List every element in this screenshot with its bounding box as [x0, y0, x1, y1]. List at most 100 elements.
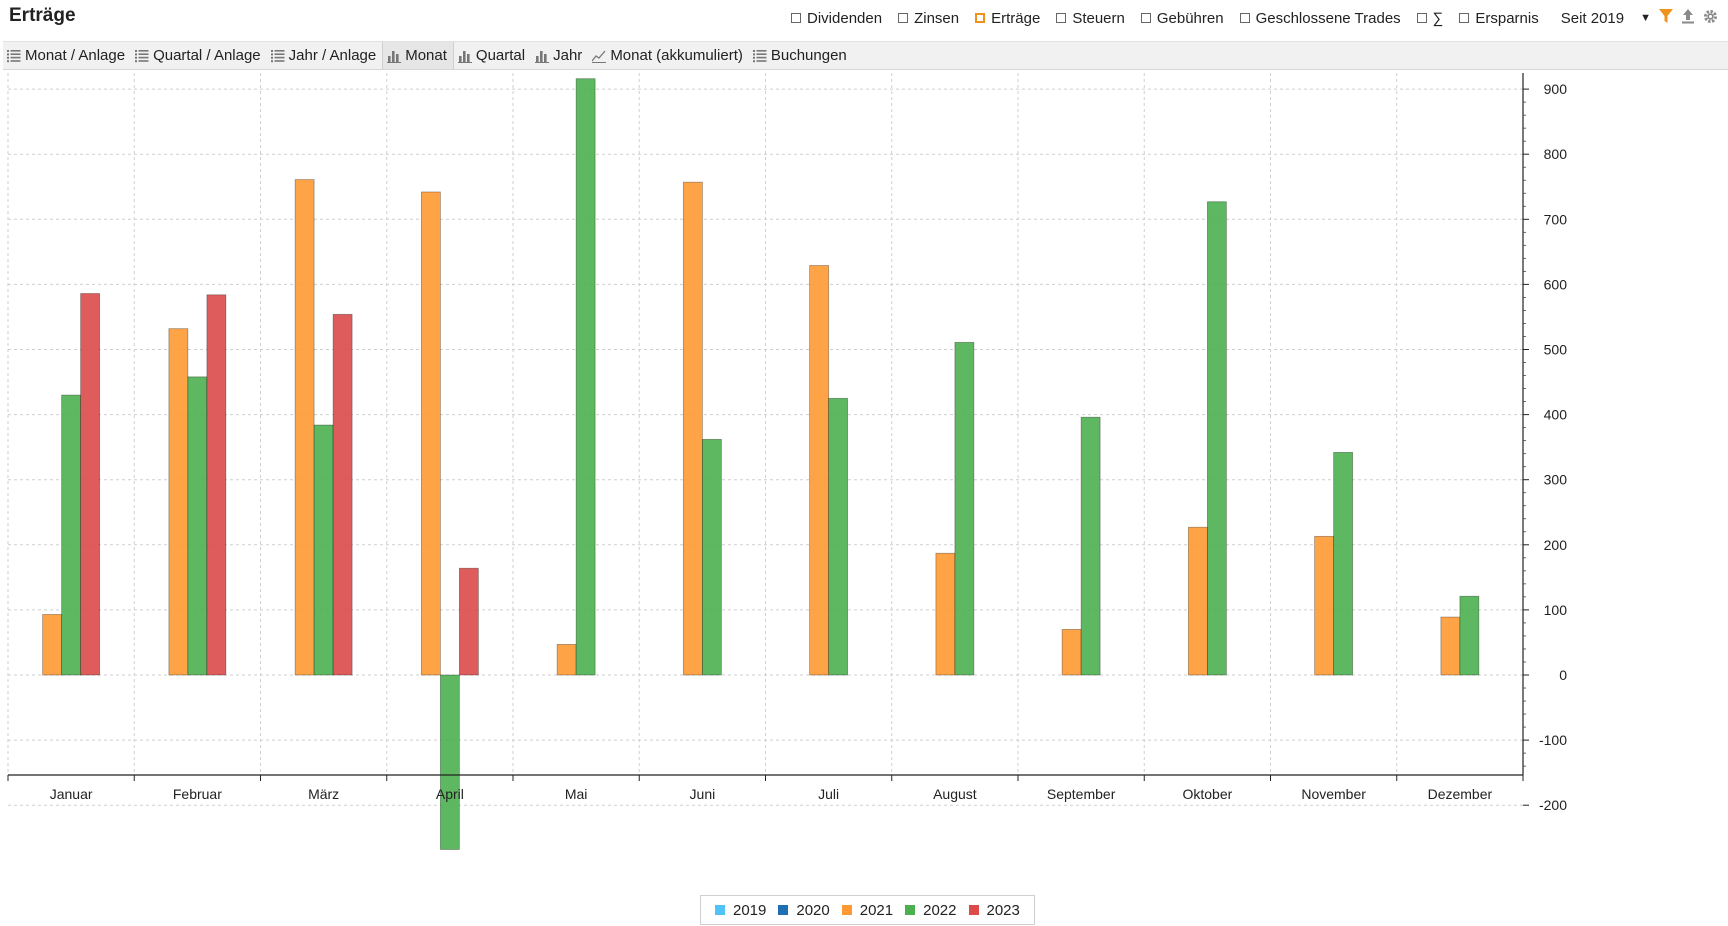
filter-zinsen[interactable]: Zinsen	[898, 10, 959, 27]
list-icon	[135, 49, 149, 62]
checkbox-icon[interactable]	[1239, 13, 1250, 23]
bar-2022-juni	[701, 438, 722, 676]
y-tick-label: 200	[1544, 537, 1568, 553]
bar-2021-juni	[682, 181, 703, 676]
legend-swatch	[841, 905, 852, 915]
bar-2022-märz	[313, 424, 334, 676]
filter-steuern[interactable]: Steuern	[1056, 10, 1125, 27]
checkbox-icon[interactable]	[791, 13, 802, 23]
view-tabs: Monat / Anlage Quartal / Anlage Jahr / Anl…	[3, 41, 1728, 70]
legend-item-2020[interactable]: 2020	[778, 901, 830, 919]
y-tick-label: 700	[1544, 211, 1568, 227]
bar-2022-mai	[575, 78, 596, 676]
export-icon[interactable]	[1681, 8, 1695, 28]
tab-label: Monat / Anlage	[25, 47, 126, 64]
x-tick-label: September	[1047, 786, 1116, 802]
y-tick-label: 0	[1559, 667, 1567, 683]
tab-monat-akkumuliert[interactable]: Monat (akkumuliert)	[588, 42, 749, 69]
bar-2023-märz	[332, 313, 353, 676]
filter-toolbar: Dividenden Zinsen Erträge Steuern Gebühr…	[775, 7, 1718, 29]
filter-label: Ersparnis	[1475, 9, 1539, 27]
bar-2022-august	[954, 341, 975, 676]
gear-icon[interactable]	[1703, 9, 1718, 28]
list-icon	[270, 49, 285, 62]
x-tick-label: April	[436, 786, 464, 802]
tab-label: Jahr / Anlage	[288, 47, 377, 64]
legend-label: 2022	[923, 901, 957, 919]
legend-swatch	[968, 905, 979, 915]
bar-2021-april	[420, 191, 441, 676]
legend-item-2021[interactable]: 2021	[841, 902, 893, 919]
x-tick-label: Mai	[565, 786, 588, 802]
x-tick-label: März	[308, 786, 339, 802]
tab-monat[interactable]: Monat	[382, 42, 454, 69]
y-tick-label: 800	[1544, 146, 1568, 162]
tab-jahr[interactable]: Jahr	[531, 42, 588, 69]
filter-ertraege[interactable]: Erträge	[975, 10, 1040, 27]
checkbox-icon[interactable]	[1056, 13, 1067, 23]
y-tick-label: 900	[1544, 81, 1568, 97]
legend-label: 2019	[733, 901, 767, 919]
tab-label: Quartal / Anlage	[153, 47, 261, 64]
legend-swatch	[715, 905, 725, 915]
bar-2022-november	[1333, 451, 1354, 676]
bar-2022-september	[1080, 416, 1101, 676]
tab-label: Jahr	[553, 47, 583, 64]
filter-label: Geschlossene Trades	[1255, 9, 1401, 27]
filter-gebuehren[interactable]: Gebühren	[1140, 9, 1224, 27]
bar-2022-januar	[61, 394, 82, 676]
y-tick-label: 400	[1544, 407, 1568, 423]
tab-jahr-anlage[interactable]: Jahr / Anlage	[267, 42, 383, 69]
tab-quartal[interactable]: Quartal	[454, 42, 531, 69]
period-label: Seit 2019	[1560, 9, 1625, 27]
x-tick-label: Juli	[818, 786, 839, 802]
bar-2022-oktober	[1206, 201, 1227, 676]
legend-item-2019[interactable]: 2019	[715, 902, 766, 919]
bar-2021-september	[1061, 629, 1082, 676]
bar-2021-februar	[168, 328, 189, 676]
filter-label: Erträge	[991, 9, 1041, 27]
income-bar-chart: Januar Februar März April Mai Juni Juli August S…	[7, 73, 1568, 850]
checkbox-checked-icon[interactable]	[975, 13, 986, 23]
legend-label: 2020	[796, 901, 830, 919]
bar-2021-oktober	[1187, 526, 1208, 676]
filter-sum[interactable]: ∑	[1416, 10, 1443, 27]
chart-legend: 2019 2020 2021 2022 2023	[700, 895, 1035, 925]
x-tick-label: Oktober	[1182, 786, 1232, 802]
checkbox-icon[interactable]	[1459, 13, 1470, 23]
bar-2021-november	[1314, 535, 1335, 676]
tab-buchungen[interactable]: Buchungen	[749, 42, 853, 69]
legend-item-2023[interactable]: 2023	[968, 902, 1020, 919]
legend-swatch	[778, 905, 789, 915]
bar-2022-dezember	[1459, 595, 1480, 676]
bar-chart-icon	[457, 50, 472, 63]
list-icon	[7, 49, 21, 62]
filter-funnel-icon[interactable]	[1659, 8, 1673, 28]
y-tick-label: 100	[1544, 602, 1568, 618]
filter-label: Gebühren	[1156, 9, 1224, 27]
x-tick-label: Juni	[690, 786, 716, 802]
y-tick-label: 500	[1544, 342, 1568, 358]
checkbox-icon[interactable]	[1140, 13, 1151, 23]
filter-geschlossene-trades[interactable]: Geschlossene Trades	[1239, 9, 1401, 27]
bar-2021-mai	[556, 644, 577, 676]
checkbox-icon[interactable]	[1416, 13, 1427, 23]
legend-swatch	[905, 905, 916, 915]
list-icon	[752, 49, 767, 62]
filter-label: Steuern	[1072, 9, 1125, 27]
tab-quartal-anlage[interactable]: Quartal / Anlage	[131, 42, 267, 69]
tab-monat-anlage[interactable]: Monat / Anlage	[3, 42, 131, 69]
filter-dividenden[interactable]: Dividenden	[791, 10, 882, 27]
bar-2023-april	[458, 567, 479, 676]
bar-2022-februar	[187, 376, 208, 676]
x-tick-label: Dezember	[1428, 786, 1493, 802]
checkbox-icon[interactable]	[898, 13, 909, 23]
tab-label: Monat (akkumuliert)	[610, 47, 743, 64]
period-dropdown[interactable]: Seit 2019 ▼	[1561, 10, 1651, 27]
legend-item-2022[interactable]: 2022	[905, 901, 957, 919]
bar-2021-dezember	[1440, 616, 1461, 676]
page-title: Erträge	[9, 5, 76, 26]
filter-label: Dividenden	[807, 9, 883, 27]
filter-ersparnis[interactable]: Ersparnis	[1459, 9, 1539, 27]
tab-label: Monat	[405, 47, 447, 64]
